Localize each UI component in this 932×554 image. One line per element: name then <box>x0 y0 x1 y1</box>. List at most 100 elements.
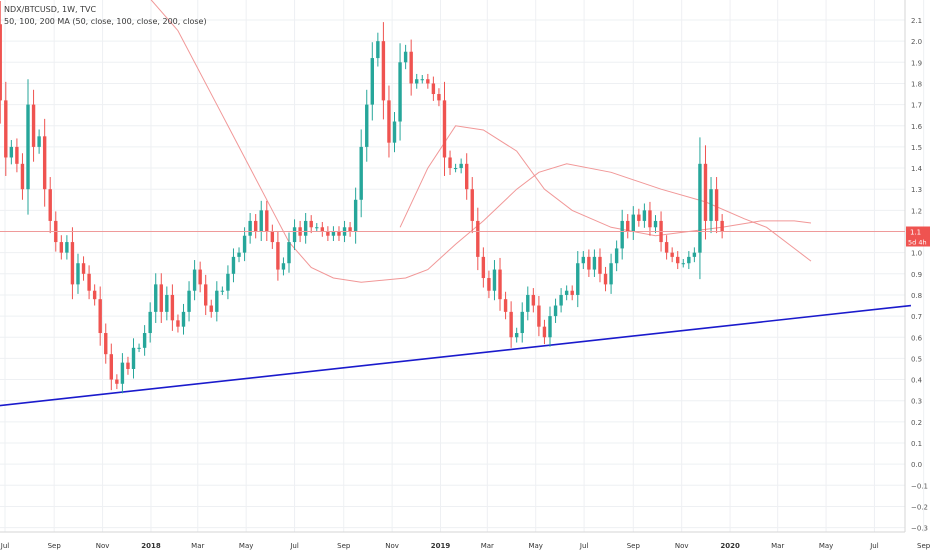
candle-body <box>326 231 330 236</box>
x-tick-label: May <box>528 542 542 550</box>
candle-body <box>348 227 352 232</box>
candle-body <box>559 294 563 306</box>
candle-body <box>587 256 591 270</box>
candle-body <box>353 199 358 232</box>
y-tick-label: 0.6 <box>911 334 923 342</box>
candle-body <box>26 104 30 190</box>
candle-body <box>120 362 125 384</box>
support-trendline <box>0 304 912 407</box>
candle-body <box>431 83 436 95</box>
symbol-legend[interactable]: NDX/BTCUSD, 1W, TVC <box>4 5 97 14</box>
moving-average-line <box>399 125 812 237</box>
y-tick-label: 0.2 <box>911 419 922 427</box>
candle-body <box>98 299 102 334</box>
candle-body <box>253 220 258 232</box>
candle-body <box>626 220 630 232</box>
candle-body <box>159 284 163 312</box>
candle-body <box>620 220 624 249</box>
y-tick-label: 1.0 <box>911 250 922 258</box>
candle-body <box>9 146 14 158</box>
x-tick-label: Nov <box>96 542 110 550</box>
candle-body <box>453 168 458 170</box>
y-tick-label: 1.7 <box>911 102 922 110</box>
x-tick-label: 2018 <box>141 542 161 550</box>
moving-average-line <box>150 0 812 283</box>
candle-body <box>104 333 108 355</box>
candle-body <box>476 220 480 257</box>
x-tick-label: Sep <box>48 542 62 550</box>
candle-body <box>265 210 269 232</box>
candle-body <box>237 252 241 257</box>
candle-body <box>281 263 286 270</box>
candle-body <box>148 311 152 334</box>
candle-body <box>303 220 308 236</box>
candle-body <box>215 290 219 312</box>
candle-body <box>531 294 536 306</box>
candle-body <box>337 231 341 236</box>
candle-body <box>614 248 619 264</box>
candle-body <box>392 121 397 143</box>
candle-body <box>514 333 519 338</box>
last-price-badge <box>906 226 930 237</box>
candle-body <box>204 284 208 306</box>
candle-body <box>176 320 180 327</box>
candle-body <box>248 220 252 236</box>
indicator-legend[interactable]: 50, 100, 200 MA (50, close, 100, close, … <box>4 17 207 26</box>
candle-body <box>687 256 691 264</box>
candle-body <box>548 316 552 338</box>
candle-body <box>70 242 75 285</box>
candle-body <box>365 104 369 147</box>
candle-body <box>564 290 569 295</box>
x-tick-label: Jul <box>289 542 299 550</box>
candle-body <box>387 100 391 143</box>
candle-body <box>503 299 508 312</box>
candle-body <box>409 51 413 84</box>
x-tick-label: Jul <box>579 542 589 550</box>
candle-body <box>381 41 386 101</box>
x-tick-label: Jul <box>869 542 879 550</box>
candle-body <box>520 311 524 334</box>
y-tick-label: 0.9 <box>911 271 922 279</box>
candle-body <box>165 294 169 312</box>
candle-body <box>426 79 430 84</box>
candle-body <box>137 347 141 349</box>
candle-body <box>653 220 658 228</box>
candle-body <box>642 210 647 221</box>
candle-body <box>465 163 469 190</box>
candle-body <box>576 263 580 295</box>
candle-body <box>20 163 25 190</box>
candle-body <box>481 256 486 279</box>
candle-body <box>670 252 674 257</box>
candle-body <box>542 326 547 338</box>
y-tick-label: 0.4 <box>911 377 923 385</box>
x-tick-label: Mar <box>191 542 204 550</box>
candle-body <box>598 256 602 274</box>
candle-body <box>592 256 597 270</box>
y-tick-label: 2.1 <box>911 17 922 25</box>
candle-body <box>448 157 452 169</box>
candle-body <box>0 24 2 101</box>
y-tick-label: 1.3 <box>911 186 922 194</box>
candle-body <box>15 146 19 164</box>
y-tick-label: 1.8 <box>911 80 922 88</box>
candle-body <box>637 214 641 221</box>
countdown-label: 5d 4h <box>908 239 927 247</box>
candle-body <box>415 79 419 84</box>
candle-body <box>509 311 513 338</box>
candle-body <box>581 256 586 264</box>
candle-body <box>170 294 175 321</box>
x-tick-label: Mar <box>481 542 494 550</box>
candle-body <box>603 273 608 285</box>
y-tick-label: 0.7 <box>911 313 922 321</box>
candle-body <box>359 146 363 200</box>
candle-body <box>92 290 97 300</box>
candle-body <box>187 290 191 312</box>
x-tick-label: Mar <box>771 542 784 550</box>
x-tick-label: May <box>239 542 253 550</box>
candle-body <box>226 273 230 291</box>
candle-body <box>181 311 186 327</box>
candle-body <box>648 210 652 228</box>
candle-body <box>487 278 491 291</box>
